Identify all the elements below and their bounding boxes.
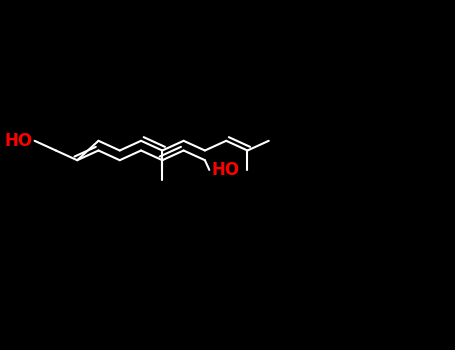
- Text: HO: HO: [4, 132, 32, 150]
- Text: HO: HO: [212, 161, 240, 179]
